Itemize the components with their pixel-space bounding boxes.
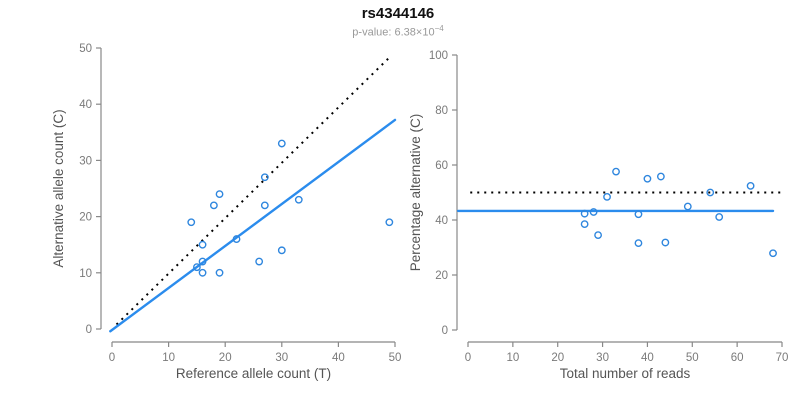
plot-subtitle: p-value: 6.38×10−4: [0, 24, 796, 39]
data-point: [260, 173, 269, 182]
data-point: [594, 231, 602, 240]
data-point: [385, 218, 394, 227]
x-tick-label: 20: [219, 352, 232, 364]
data-point: [277, 139, 286, 148]
right-plot: 0 20 40 60 80 100 0 10 20 30 40 50 60 70 Total number …: [408, 50, 788, 381]
y-tick-label: 20: [435, 270, 448, 282]
left-plot: 0 10 20 30 40 50 0 10 20 30 40 50 Reference allele c…: [51, 43, 401, 381]
data-point: [294, 195, 303, 204]
data-point: [255, 257, 264, 266]
x-tick-label: 60: [731, 352, 744, 364]
fit-line: [109, 118, 397, 333]
data-point: [198, 257, 207, 266]
y-tick-label: 100: [429, 50, 448, 62]
x-tick-label: 10: [506, 352, 519, 364]
y-tick-label: 0: [442, 325, 448, 337]
y-tick-label: 40: [435, 215, 448, 227]
data-point: [209, 201, 218, 210]
x-tick-label: 50: [389, 352, 402, 364]
data-point: [715, 213, 724, 221]
identity-line: [115, 55, 392, 326]
data-point: [589, 208, 598, 216]
y-tick-label: 30: [79, 155, 92, 167]
plot-title: rs4344146: [361, 5, 435, 22]
x-tick-label: 70: [776, 352, 789, 364]
x-tick-label: 50: [686, 352, 699, 364]
data-point: [661, 238, 670, 247]
x-tick-label: 0: [465, 352, 471, 364]
p-value-exponent: −4: [434, 24, 444, 33]
x-axis-title: Total number of reads: [560, 366, 691, 381]
data-point: [192, 263, 201, 272]
data-point: [198, 268, 207, 277]
y-tick-label: 10: [79, 268, 92, 280]
data-point: [580, 209, 589, 218]
x-tick-label: 40: [641, 352, 654, 364]
x-tick-label: 30: [596, 352, 609, 364]
data-point: [643, 174, 652, 183]
y-tick-label: 40: [79, 99, 92, 111]
data-point: [656, 172, 665, 181]
y-tick-label: 60: [435, 160, 448, 172]
data-point: [769, 249, 777, 258]
p-value-text: p-value: 6.38×10: [352, 26, 435, 39]
data-point: [277, 246, 286, 255]
data-point: [603, 192, 611, 201]
y-tick-label: 50: [79, 43, 92, 55]
data-point: [215, 190, 224, 199]
data-point: [260, 201, 269, 210]
y-tick-label: 20: [79, 212, 92, 224]
data-point: [612, 167, 620, 176]
data-point: [634, 239, 643, 248]
data-point: [232, 235, 241, 243]
x-axis-title: Reference allele count (T): [176, 366, 331, 381]
x-tick-label: 30: [275, 352, 288, 364]
data-point: [706, 188, 715, 197]
data-point: [634, 210, 643, 219]
y-tick-label: 0: [86, 324, 92, 336]
data-point: [683, 202, 692, 211]
data-point: [746, 181, 755, 190]
y-axis-title: Percentage alternative (C): [408, 114, 423, 272]
x-tick-label: 20: [551, 352, 564, 364]
x-tick-label: 40: [332, 352, 345, 364]
y-axis-title: Alternative allele count (C): [51, 109, 66, 267]
x-tick-label: 10: [162, 352, 175, 364]
x-tick-label: 0: [109, 352, 115, 364]
y-tick-label: 80: [435, 105, 448, 117]
data-point: [187, 218, 196, 227]
data-point: [215, 268, 224, 277]
data-point: [580, 220, 589, 229]
data-point: [198, 240, 207, 249]
